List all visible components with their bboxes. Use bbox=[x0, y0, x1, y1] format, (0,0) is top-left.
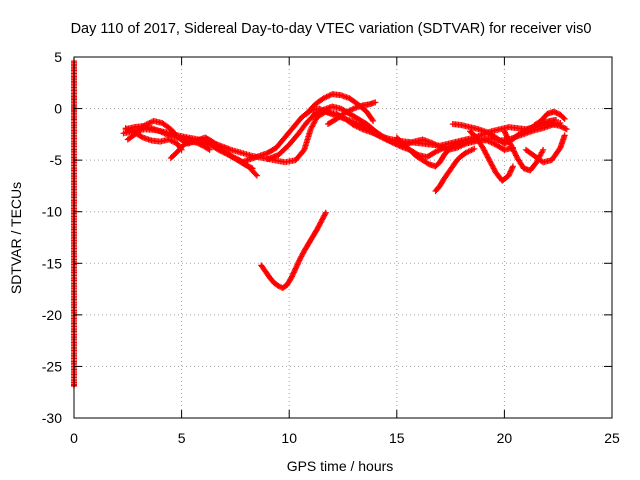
data-point bbox=[562, 125, 569, 132]
data-point bbox=[372, 99, 379, 106]
series-s9 bbox=[324, 99, 379, 128]
data-point bbox=[292, 266, 299, 273]
data-point bbox=[471, 145, 478, 152]
data-point bbox=[291, 268, 298, 275]
y-tick-label: 0 bbox=[54, 101, 62, 117]
data-point bbox=[507, 141, 514, 148]
data-point bbox=[504, 134, 511, 141]
data-point bbox=[138, 133, 145, 140]
x-tick-label: 5 bbox=[178, 430, 186, 446]
data-point bbox=[556, 146, 563, 153]
data-point bbox=[322, 209, 329, 216]
data-point bbox=[506, 138, 513, 145]
data-point bbox=[290, 270, 297, 277]
series-s17 bbox=[258, 209, 329, 292]
data-point bbox=[539, 148, 546, 155]
plot-frame bbox=[73, 56, 613, 419]
data-point bbox=[506, 169, 513, 176]
x-tick-label: 10 bbox=[281, 430, 297, 446]
y-tick-label: -25 bbox=[42, 358, 62, 374]
x-tick-label: 15 bbox=[389, 430, 405, 446]
data-point bbox=[513, 152, 520, 159]
data-point bbox=[322, 211, 329, 218]
axis-ticks: 0 5 10 15 20 25 -30 -25 -20 -15 -10 -5 0 5 bbox=[42, 49, 620, 446]
series-s10 bbox=[393, 134, 465, 170]
data-point bbox=[506, 171, 513, 178]
data-point bbox=[561, 132, 568, 139]
data-point bbox=[295, 260, 302, 267]
y-axis-label: SDTVAR / TECUs bbox=[8, 182, 24, 294]
series-s15 bbox=[522, 132, 568, 166]
data-point bbox=[505, 172, 512, 179]
data-point bbox=[512, 151, 519, 158]
data-point bbox=[510, 147, 517, 154]
chart-title: Day 110 of 2017, Sidereal Day-to-day VTE… bbox=[71, 21, 592, 37]
data-point bbox=[563, 126, 570, 133]
series-s16 bbox=[531, 108, 568, 129]
data-point bbox=[292, 265, 299, 272]
data-point bbox=[560, 114, 567, 121]
data-point bbox=[553, 116, 560, 123]
data-point bbox=[510, 163, 517, 170]
data-point bbox=[458, 138, 465, 145]
data-point bbox=[295, 258, 302, 265]
data-point bbox=[253, 172, 260, 179]
data-point bbox=[369, 116, 376, 123]
data-point bbox=[288, 273, 295, 280]
data-point bbox=[511, 148, 518, 155]
data-point bbox=[289, 272, 296, 279]
data-point bbox=[502, 130, 509, 137]
data-point bbox=[507, 140, 514, 147]
data-point bbox=[252, 171, 259, 178]
x-tick-label: 0 bbox=[70, 430, 78, 446]
data-point bbox=[293, 264, 300, 271]
data-point bbox=[561, 115, 568, 122]
data-point bbox=[503, 132, 510, 139]
data-point bbox=[370, 117, 377, 124]
y-tick-label: -5 bbox=[50, 152, 63, 168]
data-point bbox=[508, 165, 515, 172]
series-s8 bbox=[303, 91, 377, 124]
data-point bbox=[503, 133, 510, 140]
series-s11 bbox=[432, 145, 478, 195]
series-s13 bbox=[466, 128, 517, 184]
data-point bbox=[509, 145, 516, 152]
grid-lines bbox=[74, 57, 612, 418]
data-point bbox=[205, 146, 212, 153]
data-point bbox=[508, 143, 515, 150]
x-tick-label: 20 bbox=[497, 430, 513, 446]
data-point bbox=[288, 274, 295, 281]
data-point bbox=[502, 129, 509, 136]
data-point bbox=[294, 261, 301, 268]
data-points bbox=[71, 58, 570, 390]
x-axis-label: GPS time / hours bbox=[287, 458, 394, 474]
data-point bbox=[508, 167, 515, 174]
data-point bbox=[557, 120, 564, 127]
data-point bbox=[296, 257, 303, 264]
y-tick-label: -30 bbox=[42, 410, 62, 426]
data-point bbox=[509, 144, 516, 151]
y-tick-label: -15 bbox=[42, 255, 62, 271]
data-point bbox=[505, 136, 512, 143]
y-tick-label: -10 bbox=[42, 204, 62, 220]
y-tick-label: -20 bbox=[42, 307, 62, 323]
data-point bbox=[509, 164, 516, 171]
data-point bbox=[511, 149, 518, 156]
data-point bbox=[540, 146, 547, 153]
x-tick-label: 25 bbox=[604, 430, 620, 446]
data-point bbox=[293, 262, 300, 269]
data-point bbox=[501, 128, 508, 135]
data-point bbox=[290, 269, 297, 276]
data-point bbox=[505, 137, 512, 144]
data-point bbox=[507, 168, 514, 175]
y-tick-label: 5 bbox=[54, 49, 62, 65]
data-point bbox=[206, 146, 213, 153]
